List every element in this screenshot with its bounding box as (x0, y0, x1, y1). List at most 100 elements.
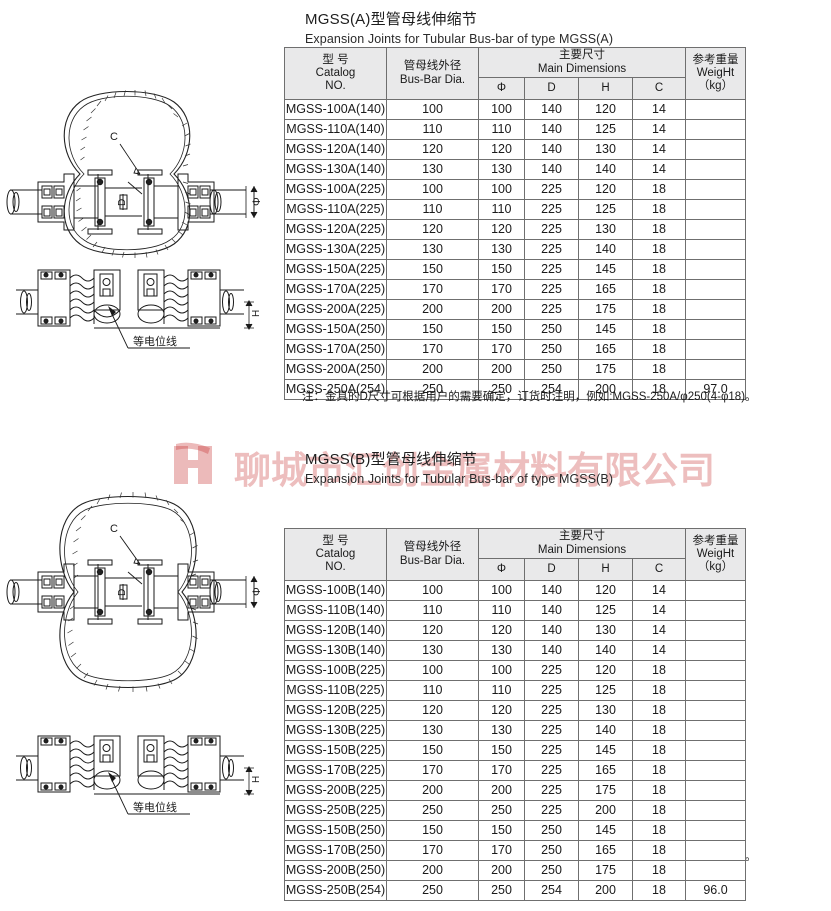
drawing-mgss-a-elevation: 等电位线 H (16, 269, 262, 349)
cell-h: 175 (578, 860, 633, 881)
cell-phi: 200 (478, 780, 525, 801)
cell-weight (685, 620, 746, 641)
cell-weight (685, 840, 746, 861)
cell-h: 140 (578, 159, 633, 180)
cell-weight (685, 760, 746, 781)
cell-phi: 170 (478, 760, 525, 781)
cell-catalog: MGSS-120B(225) (284, 700, 387, 721)
cell-h: 145 (578, 319, 633, 340)
cell-phi: 120 (478, 620, 525, 641)
cell-c: 18 (632, 299, 686, 320)
cell-bus-bar-dia: 130 (386, 720, 479, 741)
cell-c: 14 (632, 620, 686, 641)
cell-d: 225 (524, 800, 579, 821)
cell-bus-bar-dia: 120 (386, 139, 479, 160)
cell-weight (685, 359, 746, 380)
header-main-dimensions: 主要尺寸 Main Dimensions (478, 47, 686, 78)
cell-d: 250 (524, 860, 579, 881)
header-b-dia-en: Bus-Bar Dia. (399, 554, 466, 567)
header-bus-bar-dia: 管母线外径 Bus-Bar Dia. (386, 47, 479, 100)
table-row: MGSS-110B(225) 110 110 225 125 18 (284, 680, 746, 701)
drawing-mgss-b-elevation: 等电位线 H (16, 735, 262, 815)
table-row: MGSS-110A(140) 110 110 140 125 14 (284, 119, 746, 140)
cell-weight (685, 660, 746, 681)
cell-weight (685, 219, 746, 240)
drawing-label-d: D (117, 199, 128, 206)
cell-h: 130 (578, 219, 633, 240)
cell-phi: 200 (478, 299, 525, 320)
cell-weight: 97.0 (685, 379, 746, 400)
header-weight-cn: 参考重量 (692, 53, 739, 66)
cell-phi: 250 (478, 880, 525, 901)
header-b-sub-phi: Φ (478, 558, 525, 581)
cell-c: 18 (632, 840, 686, 861)
cell-bus-bar-dia: 250 (386, 379, 479, 400)
cell-c: 18 (632, 860, 686, 881)
table-row: MGSS-110B(140) 110 110 140 125 14 (284, 600, 746, 621)
cell-phi: 170 (478, 339, 525, 360)
cell-c: 18 (632, 379, 686, 400)
cell-phi: 100 (478, 660, 525, 681)
cell-bus-bar-dia: 200 (386, 780, 479, 801)
cell-catalog: MGSS-110A(140) (284, 119, 387, 140)
cell-catalog: MGSS-130A(225) (284, 239, 387, 260)
cell-c: 18 (632, 279, 686, 300)
cell-h: 175 (578, 299, 633, 320)
header-b-weight-en: WeigHt (696, 547, 735, 560)
cell-c: 18 (632, 720, 686, 741)
table-row: MGSS-150B(225) 150 150 225 145 18 (284, 740, 746, 761)
cell-phi: 130 (478, 720, 525, 741)
drawing-b-label-c: C (110, 523, 118, 535)
cell-weight (685, 179, 746, 200)
header-b-catalog-en2: NO. (325, 561, 346, 574)
cell-d: 140 (524, 620, 579, 641)
cell-bus-bar-dia: 110 (386, 600, 479, 621)
cell-h: 130 (578, 700, 633, 721)
header-b-weight-cn: 参考重量 (692, 534, 739, 547)
cell-phi: 170 (478, 279, 525, 300)
cell-catalog: MGSS-150B(225) (284, 740, 387, 761)
table-a-header-row-2: Φ D H C (285, 77, 746, 100)
cell-weight (685, 580, 746, 601)
cell-h: 145 (578, 820, 633, 841)
cell-phi: 130 (478, 239, 525, 260)
cell-c: 18 (632, 680, 686, 701)
cell-catalog: MGSS-250B(254) (284, 880, 387, 901)
cell-d: 140 (524, 159, 579, 180)
cell-weight (685, 600, 746, 621)
table-row: MGSS-170B(250) 170 170 250 165 18 (284, 840, 746, 861)
cell-phi: 150 (478, 319, 525, 340)
table-row: MGSS-120B(140) 120 120 140 130 14 (284, 620, 746, 641)
cell-bus-bar-dia: 100 (386, 179, 479, 200)
table-row: MGSS-100A(225) 100 100 225 120 18 (284, 179, 746, 200)
cell-bus-bar-dia: 120 (386, 620, 479, 641)
cell-c: 18 (632, 880, 686, 901)
cell-d: 225 (524, 239, 579, 260)
header-catalog-en2: NO. (325, 80, 346, 93)
cell-h: 130 (578, 620, 633, 641)
header-b-dia-cn: 管母线外径 (403, 541, 462, 554)
cell-phi: 100 (478, 580, 525, 601)
cell-weight (685, 279, 746, 300)
cell-catalog: MGSS-110B(140) (284, 600, 387, 621)
header-b-catalog-en: Catalog (315, 547, 356, 560)
cell-bus-bar-dia: 250 (386, 800, 479, 821)
cell-phi: 170 (478, 840, 525, 861)
cell-d: 225 (524, 660, 579, 681)
cell-phi: 200 (478, 359, 525, 380)
drawing-mgss-a-plan: C Φ D (6, 90, 263, 258)
cell-d: 140 (524, 119, 579, 140)
table-row: MGSS-100A(140) 100 100 140 120 14 (284, 99, 746, 120)
cell-phi: 130 (478, 159, 525, 180)
cell-catalog: MGSS-250B(225) (284, 800, 387, 821)
cell-phi: 120 (478, 139, 525, 160)
drawing-b-label-d: D (117, 589, 128, 596)
cell-phi: 200 (478, 860, 525, 881)
cell-bus-bar-dia: 100 (386, 660, 479, 681)
drawing-b-label-phi: Φ (251, 587, 263, 596)
drawing-label-c: C (110, 131, 118, 143)
cell-h: 200 (578, 379, 633, 400)
cell-h: 140 (578, 239, 633, 260)
table-b-head: 型 号 Catalog NO. 管母线外径 Bus-Bar Dia. 主要尺寸 … (284, 528, 746, 581)
cell-c: 14 (632, 119, 686, 140)
